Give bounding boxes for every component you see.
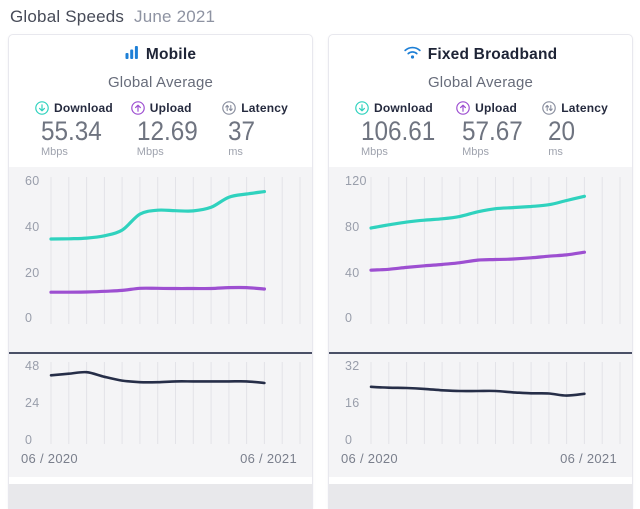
series-line-download bbox=[369, 195, 586, 230]
series-line-latency bbox=[49, 371, 266, 385]
page-title: Global Speeds June 2021 bbox=[0, 0, 640, 34]
fixed-latency-stat-head: Latency bbox=[542, 101, 608, 115]
stat-label: Latency bbox=[561, 101, 608, 115]
card-next-section-strip bbox=[9, 484, 312, 508]
fixed-stats: Download 106.61 Mbps Upload 57.67 Mbps bbox=[329, 91, 632, 158]
series-line-download bbox=[49, 190, 266, 241]
stat-value: 106.61 bbox=[361, 116, 436, 146]
upload-arrow-icon bbox=[456, 101, 470, 115]
stat-label: Upload bbox=[475, 101, 517, 115]
y-tick-label: 0 bbox=[345, 311, 353, 326]
chart-bottom-pad bbox=[329, 467, 632, 477]
y-tick-label: 40 bbox=[25, 220, 40, 234]
stat-label: Download bbox=[54, 101, 113, 115]
page-subtitle: June 2021 bbox=[134, 7, 216, 26]
y-tick-label: 80 bbox=[345, 220, 360, 234]
mobile-download-stat: Download 55.34 Mbps bbox=[35, 101, 113, 158]
stat-value: 37 bbox=[228, 116, 256, 146]
fixed-latency-stat: Latency 20 ms bbox=[542, 101, 608, 158]
fixed-card-header: Fixed Broadband bbox=[329, 35, 632, 65]
mobile-speed-chart: 0 20 40 60 bbox=[9, 167, 312, 352]
stat-value: 55.34 bbox=[41, 116, 102, 146]
latency-arrows-icon bbox=[542, 101, 557, 115]
y-tick-label: 16 bbox=[345, 396, 360, 411]
mobile-upload-stat: Upload 12.69 Mbps bbox=[130, 101, 205, 159]
x-axis-end-label: 06 / 2021 bbox=[560, 450, 617, 466]
fixed-latency-chart: 0 16 32 bbox=[329, 354, 632, 449]
mobile-card: Mobile Global Average Download 55.34 Mbp… bbox=[8, 34, 313, 509]
stat-unit: Mbps bbox=[361, 146, 388, 159]
fixed-download-stat: Download 106.61 Mbps bbox=[355, 101, 444, 158]
fixed-section-title: Global Average bbox=[427, 74, 534, 91]
fixed-speed-chart-canvas bbox=[369, 177, 621, 325]
mobile-latency-chart-canvas bbox=[49, 362, 301, 445]
stat-unit: Mbps bbox=[462, 146, 490, 159]
chart-bottom-pad bbox=[9, 467, 312, 477]
y-tick-label: 20 bbox=[25, 265, 40, 280]
mobile-card-header: Mobile bbox=[9, 35, 312, 65]
stat-value: 20 bbox=[548, 116, 576, 146]
download-arrow-icon bbox=[355, 101, 369, 115]
x-axis-start-label: 06 / 2020 bbox=[341, 450, 398, 466]
y-tick-label: 0 bbox=[25, 433, 33, 448]
fixed-speed-chart: 0 40 80 120 bbox=[329, 167, 632, 352]
stat-label: Upload bbox=[149, 101, 192, 115]
mobile-download-stat-head: Download bbox=[35, 101, 113, 115]
y-tick-label: 0 bbox=[345, 433, 353, 448]
stat-unit: Mbps bbox=[136, 146, 164, 159]
chart-divider bbox=[329, 352, 632, 355]
signal-bars-icon bbox=[125, 46, 139, 64]
series-line-upload bbox=[369, 250, 586, 273]
y-tick-label: 40 bbox=[345, 265, 360, 280]
mobile-card-title: Mobile bbox=[145, 46, 197, 63]
upload-arrow-icon bbox=[130, 101, 145, 115]
y-tick-label: 48 bbox=[25, 359, 40, 374]
mobile-latency-stat-head: Latency bbox=[222, 101, 288, 115]
y-tick-label: 60 bbox=[25, 174, 40, 189]
fixed-x-axis-labels: 06 / 2020 06 / 2021 bbox=[329, 449, 632, 467]
mobile-latency-stat: Latency 37 ms bbox=[222, 101, 288, 158]
page-title-main: Global Speeds bbox=[10, 7, 125, 26]
fixed-upload-stat-head: Upload bbox=[456, 101, 530, 115]
y-tick-label: 120 bbox=[345, 174, 367, 189]
series-line-upload bbox=[49, 286, 266, 295]
card-section-gap bbox=[329, 477, 632, 485]
stat-label: Latency bbox=[241, 101, 288, 115]
y-tick-label: 32 bbox=[345, 359, 360, 374]
wifi-icon bbox=[404, 46, 421, 64]
mobile-stats: Download 55.34 Mbps Upload 12.69 Mbps bbox=[9, 91, 312, 158]
mobile-x-axis-labels: 06 / 2020 06 / 2021 bbox=[9, 449, 312, 467]
stat-label: Download bbox=[374, 101, 433, 115]
x-axis-start-label: 06 / 2020 bbox=[21, 450, 78, 466]
fixed-upload-stat: Upload 57.67 Mbps bbox=[456, 101, 530, 158]
fixed-latency-chart-canvas bbox=[369, 362, 621, 445]
y-tick-label: 24 bbox=[25, 396, 40, 411]
stat-unit: ms bbox=[548, 146, 563, 159]
fixed-card-title: Fixed Broadband bbox=[427, 46, 558, 63]
stat-unit: ms bbox=[228, 146, 243, 159]
cards-row: Mobile Global Average Download 55.34 Mbp… bbox=[0, 34, 640, 509]
fixed-download-stat-head: Download bbox=[355, 101, 444, 115]
stat-value: 57.67 bbox=[462, 116, 523, 146]
mobile-latency-chart: 0 24 48 bbox=[9, 354, 312, 449]
latency-arrows-icon bbox=[222, 101, 237, 115]
mobile-upload-stat-head: Upload bbox=[130, 101, 205, 115]
y-tick-label: 0 bbox=[25, 311, 33, 326]
card-section-gap bbox=[9, 477, 312, 485]
series-line-latency bbox=[369, 385, 586, 398]
fixed-broadband-card: Fixed Broadband Global Average Download … bbox=[328, 34, 633, 509]
x-axis-end-label: 06 / 2021 bbox=[240, 450, 297, 466]
stat-unit: Mbps bbox=[41, 146, 68, 159]
stat-value: 12.69 bbox=[136, 116, 198, 146]
download-arrow-icon bbox=[35, 101, 49, 115]
mobile-section-title: Global Average bbox=[107, 74, 214, 91]
chart-divider bbox=[9, 352, 312, 355]
mobile-speed-chart-canvas bbox=[49, 177, 301, 325]
mobile-chart-area: 0 20 40 60 0 24 48 06 / 2020 06 / 2021 bbox=[9, 167, 312, 478]
card-next-section-strip bbox=[329, 484, 632, 508]
fixed-chart-area: 0 40 80 120 0 16 32 06 / 2020 06 / 2021 bbox=[329, 167, 632, 478]
